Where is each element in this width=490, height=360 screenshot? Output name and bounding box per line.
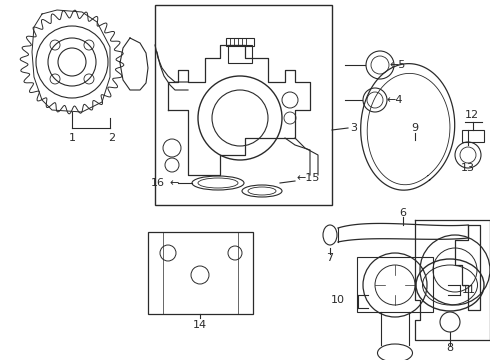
Text: 7: 7: [326, 253, 334, 263]
Text: 2: 2: [108, 133, 116, 143]
Bar: [357, 257, 433, 312]
Text: 13: 13: [461, 163, 475, 173]
Text: ←5: ←5: [390, 60, 406, 70]
Text: 9: 9: [412, 123, 418, 133]
Text: ←: ←: [170, 178, 179, 188]
Text: ←4: ←4: [387, 95, 403, 105]
Bar: [148, 232, 253, 314]
Text: 6: 6: [399, 208, 407, 218]
Text: 3: 3: [350, 123, 357, 133]
Text: 10: 10: [331, 295, 345, 305]
Text: 12: 12: [465, 110, 479, 120]
Text: ←15: ←15: [296, 173, 319, 183]
Text: 16: 16: [151, 178, 165, 188]
Text: 8: 8: [446, 343, 454, 353]
Bar: [155, 5, 332, 205]
Text: 11: 11: [462, 285, 476, 295]
Bar: [228, 45, 252, 63]
Text: 1: 1: [69, 133, 75, 143]
Bar: [462, 130, 484, 142]
Text: 14: 14: [193, 320, 207, 330]
Bar: [226, 38, 254, 46]
